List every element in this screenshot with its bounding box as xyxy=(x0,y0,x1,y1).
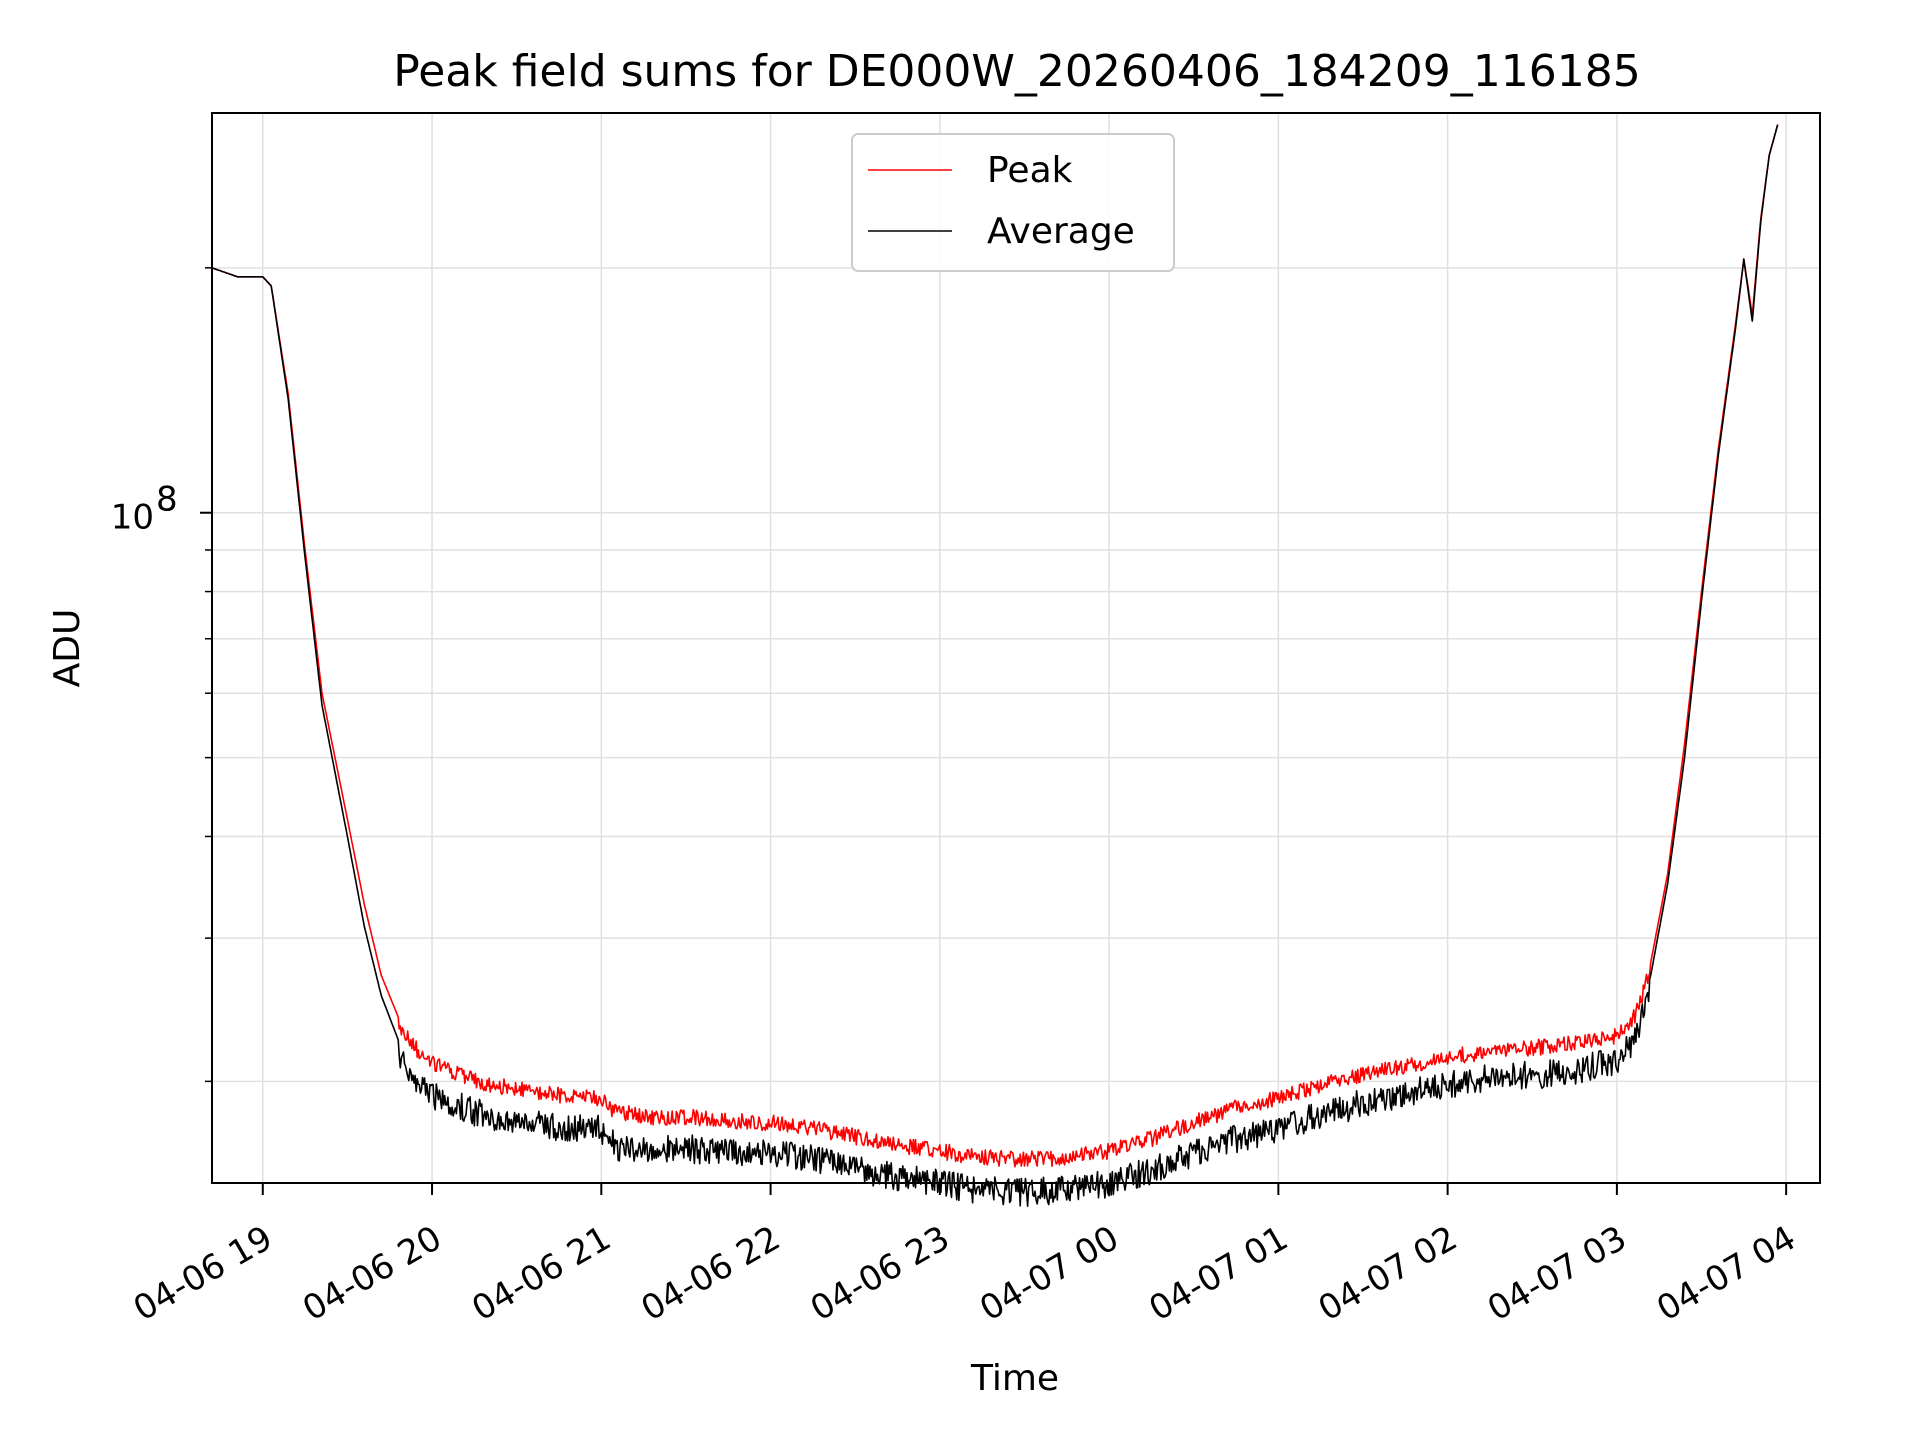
legend-label-average: Average xyxy=(987,211,1135,252)
legend-label-peak: Peak xyxy=(987,150,1073,191)
series-line-peak xyxy=(211,124,1779,1168)
legend-box xyxy=(851,133,1175,272)
x-axis-label: Time xyxy=(970,1358,1059,1399)
series-line-average xyxy=(211,124,1779,1207)
y-tick-label-exponent: 8 xyxy=(156,480,178,520)
y-axis-ticks: 10 8 xyxy=(111,267,212,1083)
y-axis-label: ADU xyxy=(47,609,88,688)
legend: Peak Average xyxy=(851,133,1175,272)
plot-series xyxy=(211,124,1779,1207)
y-tick-label: 10 xyxy=(111,498,154,538)
chart-title: Peak field sums for DE000W_20260406_1842… xyxy=(393,46,1641,97)
plot-frame xyxy=(211,112,1821,1184)
